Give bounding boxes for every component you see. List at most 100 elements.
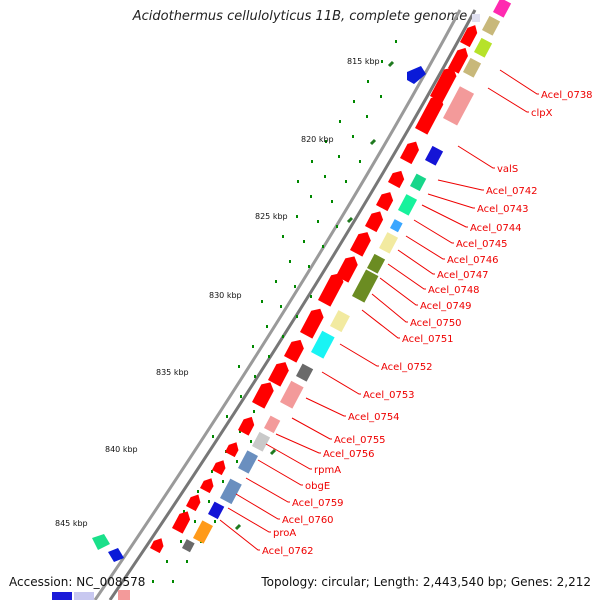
forward-gene[interactable] xyxy=(268,359,292,387)
inner-gene[interactable] xyxy=(410,173,427,192)
gene-label[interactable]: Acel_0759 xyxy=(292,498,344,509)
gene-shape xyxy=(220,478,242,505)
scale-dot xyxy=(353,100,355,103)
forward-gene[interactable] xyxy=(365,208,386,233)
scale-dot xyxy=(280,305,282,308)
gene-label[interactable]: Acel_0762 xyxy=(262,546,314,557)
inner-gene[interactable] xyxy=(238,450,258,474)
gene-shape xyxy=(425,145,444,166)
forward-gene[interactable] xyxy=(336,253,361,283)
gene-label[interactable]: Acel_0746 xyxy=(447,255,499,266)
forward-gene[interactable] xyxy=(200,476,216,494)
gene-label[interactable]: Acel_0749 xyxy=(420,301,472,312)
forward-gene[interactable] xyxy=(186,492,203,512)
gene-shape xyxy=(172,511,191,534)
forward-gene[interactable] xyxy=(376,189,396,212)
label-leader-line xyxy=(291,417,332,440)
scale-dot xyxy=(236,460,238,463)
inner-gene[interactable] xyxy=(208,501,225,520)
forward-gene[interactable] xyxy=(172,509,193,534)
gene-shape xyxy=(296,363,314,382)
reverse-gene-marker[interactable] xyxy=(108,548,124,562)
gene-label[interactable]: Acel_0754 xyxy=(348,412,400,423)
gene-label[interactable]: Acel_0750 xyxy=(410,318,462,329)
gene-label[interactable]: Acel_0743 xyxy=(477,204,529,215)
forward-gene[interactable] xyxy=(350,229,374,257)
scale-dot xyxy=(303,240,305,243)
gene-label[interactable]: obgE xyxy=(305,481,330,492)
forward-gene[interactable] xyxy=(150,536,166,554)
gene-label[interactable]: Acel_0756 xyxy=(323,449,375,460)
forward-gene[interactable] xyxy=(430,64,459,103)
label-leader-line xyxy=(245,477,290,503)
scale-dot xyxy=(310,195,312,198)
gene-shape xyxy=(186,494,201,512)
forward-gene[interactable] xyxy=(225,440,241,458)
scale-dot xyxy=(336,225,338,228)
forward-gene[interactable] xyxy=(238,414,257,436)
gene-label[interactable]: Acel_0753 xyxy=(363,390,415,401)
label-leader-line xyxy=(487,87,529,113)
inner-gene[interactable] xyxy=(390,219,403,233)
inner-gene[interactable] xyxy=(220,478,242,505)
inner-gene[interactable] xyxy=(425,145,444,166)
gene-label[interactable]: Acel_0755 xyxy=(334,435,386,446)
label-leader-line xyxy=(405,235,445,260)
forward-gene[interactable] xyxy=(212,458,228,476)
forward-gene[interactable] xyxy=(388,168,407,189)
label-leader-line xyxy=(321,371,361,395)
inner-gene[interactable] xyxy=(264,415,281,434)
inner-gene[interactable] xyxy=(463,57,482,78)
inner-gene[interactable] xyxy=(367,253,386,274)
reverse-gene-marker[interactable] xyxy=(407,66,426,84)
scale-dot xyxy=(239,430,241,433)
gene-label[interactable]: Acel_0748 xyxy=(428,285,480,296)
gene-shape xyxy=(482,15,501,36)
forward-gene[interactable] xyxy=(448,45,471,74)
inner-gene[interactable] xyxy=(474,37,493,58)
inner-gene[interactable] xyxy=(330,310,350,333)
inner-gene[interactable] xyxy=(398,194,418,216)
scale-dot xyxy=(366,115,368,118)
gene-label[interactable]: proA xyxy=(273,528,296,539)
gene-label[interactable]: valS xyxy=(497,164,518,175)
partial-gene[interactable] xyxy=(52,592,72,600)
forward-gene[interactable] xyxy=(415,93,446,135)
partial-gene[interactable] xyxy=(118,590,130,600)
inner-gene[interactable] xyxy=(193,520,213,544)
forward-gene[interactable] xyxy=(460,23,480,48)
inner-gene[interactable] xyxy=(280,380,304,409)
reverse-gene-marker[interactable] xyxy=(92,534,110,550)
scale-tick-label: 820 kbp xyxy=(301,135,334,144)
gene-label[interactable]: Acel_0738 xyxy=(541,90,593,101)
inner-gene[interactable] xyxy=(352,269,379,303)
scale-dot xyxy=(380,95,382,98)
gene-label[interactable]: rpmA xyxy=(314,465,341,476)
inner-gene[interactable] xyxy=(493,0,512,18)
gene-label[interactable]: clpX xyxy=(531,108,553,119)
forward-gene[interactable] xyxy=(400,139,422,165)
scale-dot xyxy=(222,480,224,483)
gene-label[interactable]: Acel_0752 xyxy=(381,362,433,373)
gene-label[interactable]: Acel_0742 xyxy=(486,186,538,197)
gene-label[interactable]: Acel_0747 xyxy=(437,270,489,281)
forward-gene[interactable] xyxy=(300,306,326,339)
gene-label[interactable]: Acel_0745 xyxy=(456,239,508,250)
inner-gene[interactable] xyxy=(379,232,399,254)
inner-gene[interactable] xyxy=(482,15,501,36)
gene-shape xyxy=(238,450,258,474)
inner-gene[interactable] xyxy=(443,86,475,126)
gene-label[interactable]: Acel_0744 xyxy=(470,223,522,234)
forward-gene[interactable] xyxy=(318,270,346,307)
partial-gene[interactable] xyxy=(74,592,94,600)
inner-gene[interactable] xyxy=(296,363,314,382)
inner-gene[interactable] xyxy=(311,330,335,359)
scale-dot xyxy=(226,415,228,418)
partial-gene[interactable] xyxy=(472,14,480,22)
forward-gene[interactable] xyxy=(284,337,307,363)
inner-gene[interactable] xyxy=(252,431,271,452)
gene-label[interactable]: Acel_0751 xyxy=(402,334,454,345)
forward-gene[interactable] xyxy=(252,379,277,409)
gene-label[interactable]: Acel_0760 xyxy=(282,515,334,526)
inner-gene[interactable] xyxy=(182,539,195,553)
